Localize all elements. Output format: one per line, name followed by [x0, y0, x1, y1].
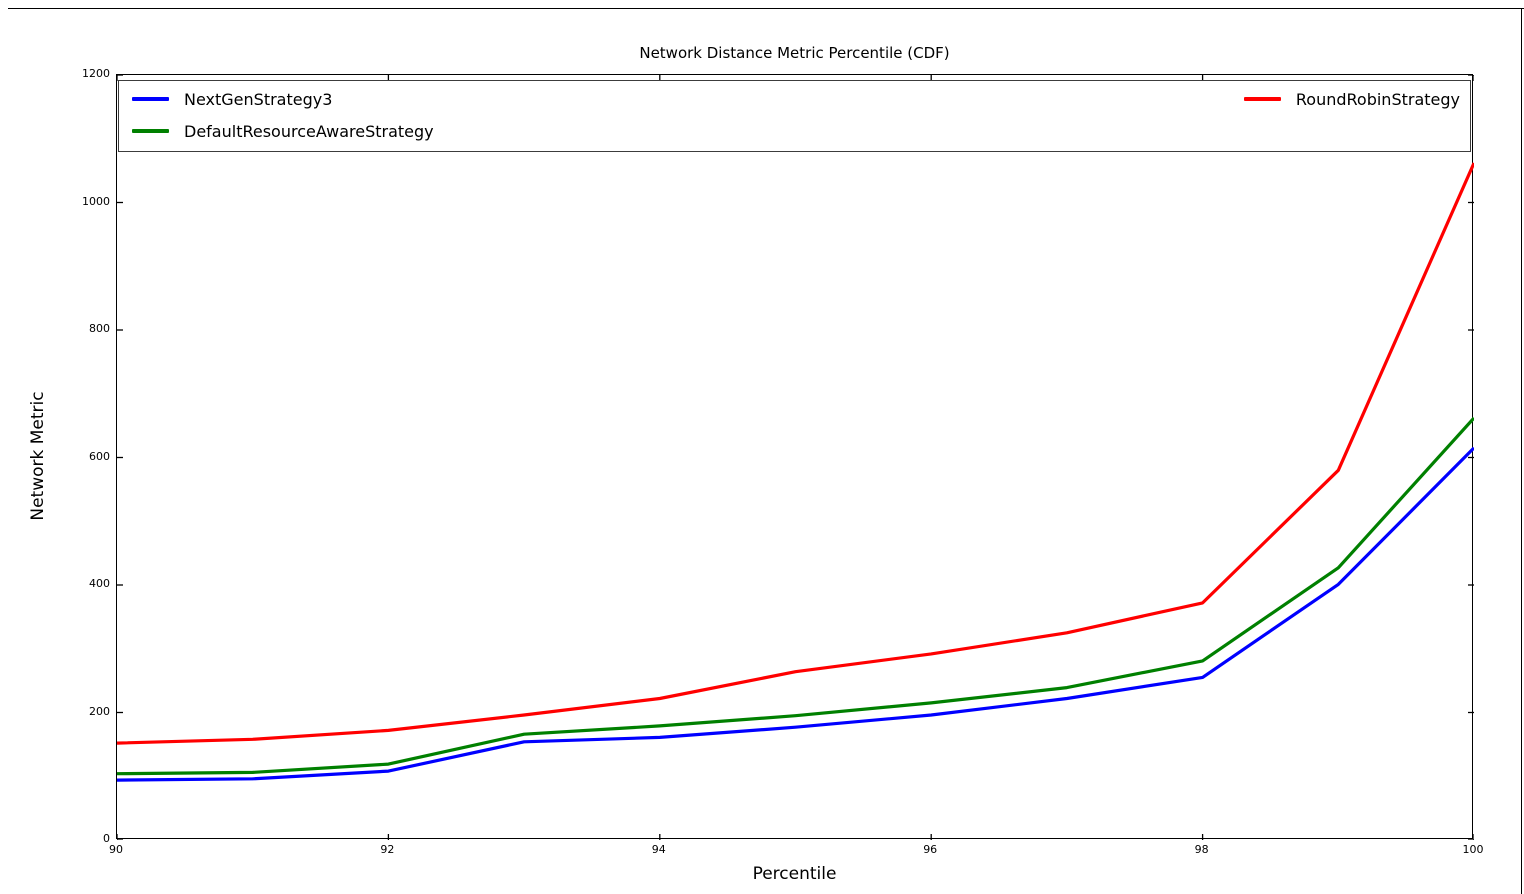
legend-item-nextgenstrategy3: NextGenStrategy3 [132, 87, 332, 111]
legend-label: DefaultResourceAwareStrategy [184, 121, 434, 141]
legend-item-defaultresourceawarestrategy: DefaultResourceAwareStrategy [132, 119, 434, 143]
x-tick-label-92: 92 [380, 843, 395, 856]
legend-line-swatch-blue [132, 97, 169, 101]
legend-line-swatch-green [132, 129, 169, 133]
chart-canvas [117, 75, 1474, 840]
plot-area: NextGenStrategy3 DefaultResourceAwareStr… [116, 74, 1474, 840]
x-axis-title: Percentile [752, 864, 837, 884]
x-tick-label-98: 98 [1194, 843, 1209, 856]
series-line-defaultresourceawarestrategy [117, 416, 1474, 776]
legend-item-roundrobinstrategy: RoundRobinStrategy [1243, 87, 1460, 111]
x-tick-label-90: 90 [109, 843, 123, 856]
legend: NextGenStrategy3 DefaultResourceAwareStr… [118, 80, 1471, 152]
legend-label: NextGenStrategy3 [184, 89, 333, 109]
y-tick-label-400: 400 [89, 577, 110, 590]
window-frame-top-line [8, 8, 1524, 9]
legend-label: RoundRobinStrategy [1295, 89, 1460, 109]
y-tick-label-200: 200 [89, 704, 110, 718]
y-axis-title: Network Metric [28, 391, 48, 521]
series-line-roundrobinstrategy [117, 162, 1474, 745]
y-tick-label-1200: 1200 [82, 67, 110, 80]
x-tick-label-100: 100 [1462, 843, 1484, 856]
series-line-nextgenstrategy3 [117, 446, 1474, 782]
y-tick-label-1000: 1000 [82, 194, 110, 208]
legend-line-swatch-red [1243, 97, 1281, 101]
chart-title: Network Distance Metric Percentile (CDF) [639, 44, 950, 62]
x-tick-label-94: 94 [651, 843, 666, 856]
x-tick-label-96: 96 [923, 843, 938, 856]
y-tick-label-800: 800 [89, 322, 110, 335]
window-frame-right-line [1521, 8, 1522, 894]
y-tick-label-0: 0 [103, 832, 110, 845]
y-tick-label-600: 600 [89, 449, 110, 463]
